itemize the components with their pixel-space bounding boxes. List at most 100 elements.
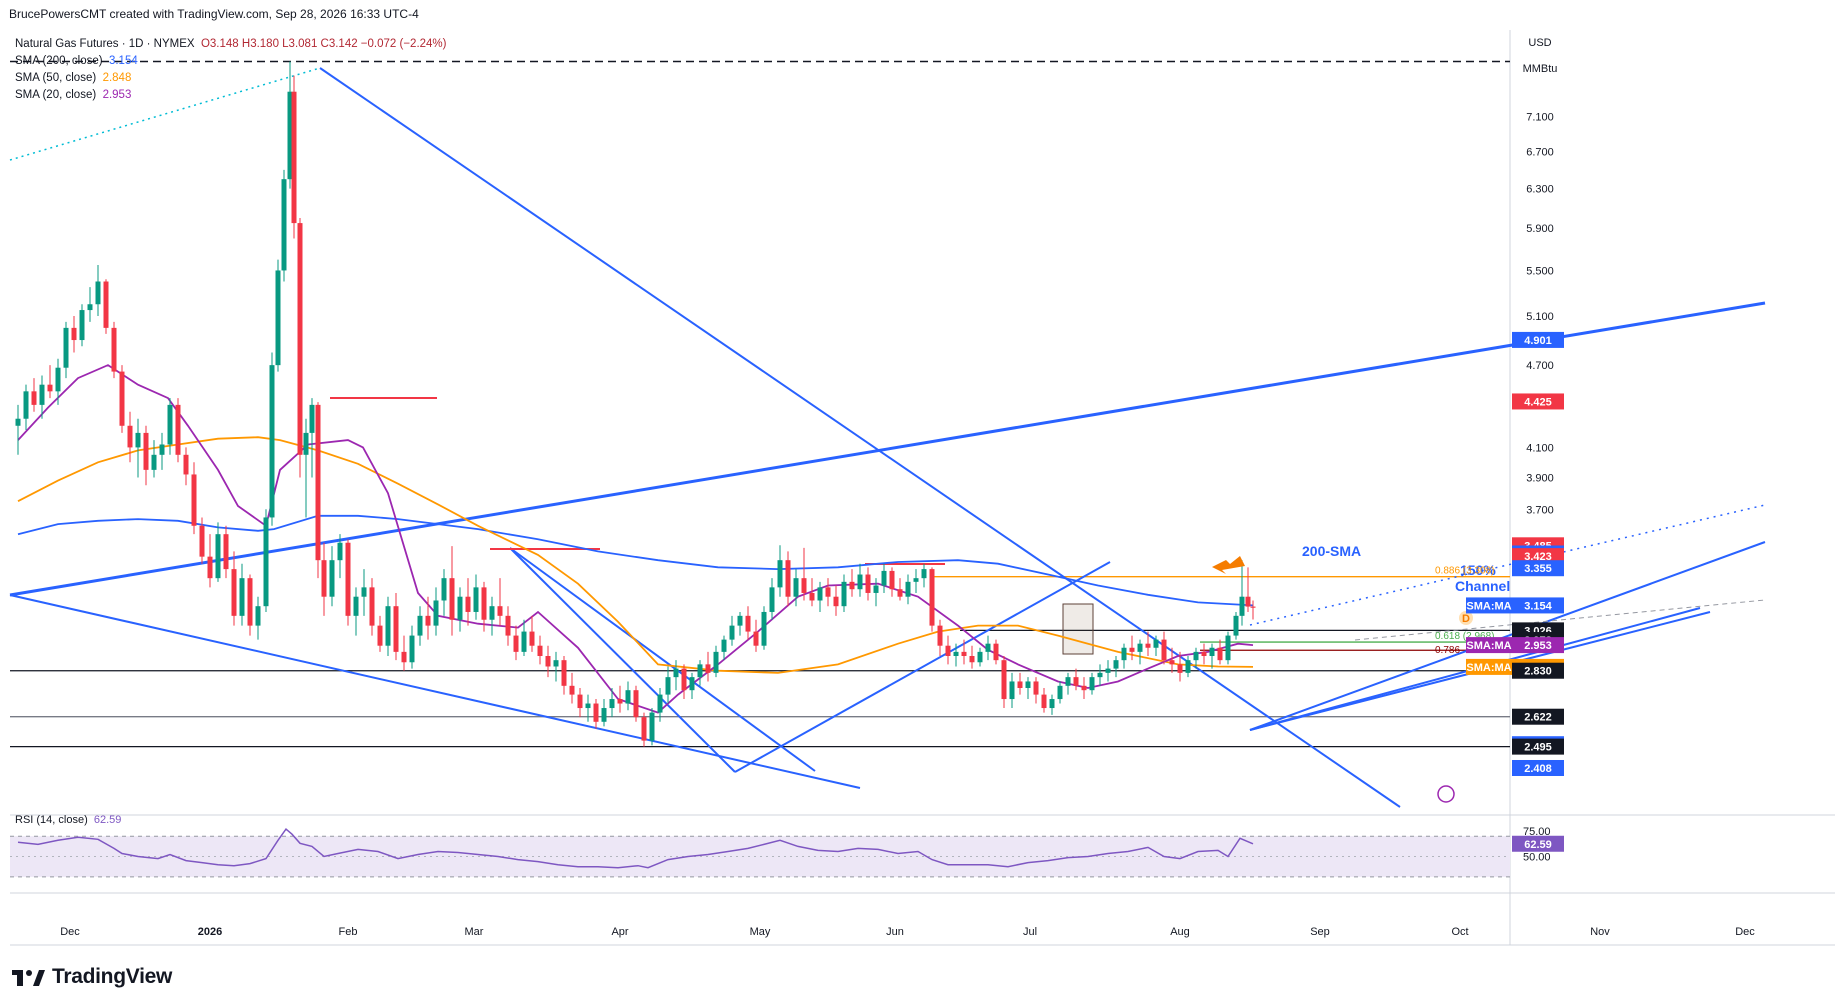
- candle-body: [1169, 660, 1175, 665]
- candle: [1065, 672, 1071, 695]
- candle: [353, 587, 359, 636]
- rsi-line: [17, 828, 1254, 869]
- candle: [361, 569, 367, 616]
- candle: [315, 402, 321, 579]
- time-tick-label: Jul: [1023, 926, 1037, 938]
- candle: [55, 358, 61, 405]
- candle: [625, 681, 631, 711]
- candle: [617, 685, 623, 713]
- candle-body: [433, 600, 439, 626]
- candle: [961, 639, 967, 665]
- candle: [291, 75, 297, 239]
- sma-line: [17, 514, 1254, 607]
- candle-body: [617, 699, 623, 704]
- candle-body: [953, 651, 959, 657]
- candle-body: [673, 668, 679, 678]
- candle-body: [291, 91, 297, 224]
- candle-body: [199, 525, 205, 557]
- price-tick-label: 5.500: [1526, 265, 1554, 277]
- candle-body: [1041, 694, 1047, 709]
- candle: [985, 635, 991, 661]
- candle: [321, 542, 327, 616]
- candle-body: [937, 625, 943, 646]
- candle-body: [31, 391, 37, 405]
- sma-line: [17, 436, 1254, 674]
- top-bar: BrucePowersCMT created with TradingView.…: [0, 0, 1835, 28]
- candle: [793, 569, 799, 607]
- candle: [777, 545, 783, 597]
- candle: [1185, 656, 1191, 678]
- candle: [31, 378, 37, 412]
- candle-body: [1025, 681, 1031, 688]
- ohlc-values: O3.148 H3.180 L3.081 C3.142 −0.072 (−2.2…: [200, 38, 447, 50]
- sma20-value: 2.953: [102, 89, 132, 101]
- tradingview-footer: TradingView: [12, 962, 172, 992]
- candle: [649, 708, 655, 746]
- candle: [1177, 651, 1183, 682]
- price-tag-label: SMA:MA: [1466, 600, 1511, 612]
- candle-body: [1209, 647, 1215, 657]
- axes: USD MMBtu 7.100 6.700 6.300 5.900 5.500 5.100 4.…: [60, 37, 1755, 938]
- candle: [191, 462, 197, 535]
- channel-annotation-line1: 150%: [1460, 562, 1496, 578]
- legend-sma50-row[interactable]: SMA (50, close) 2.848: [15, 70, 446, 87]
- candle: [47, 365, 53, 399]
- candle: [151, 440, 157, 478]
- candle: [585, 694, 591, 722]
- candle: [857, 563, 863, 597]
- channel-top-line: [1249, 541, 1766, 731]
- candle-body: [1073, 677, 1079, 686]
- candle: [223, 525, 229, 579]
- candle: [905, 574, 911, 605]
- price-tag-bg: [1512, 708, 1564, 725]
- candle: [1121, 643, 1127, 669]
- candle-body: [231, 569, 237, 616]
- candle: [1233, 611, 1239, 640]
- price-tick-label: 4.700: [1526, 360, 1554, 372]
- candle: [929, 567, 935, 632]
- chart-panes: [10, 30, 1835, 946]
- candle: [1073, 668, 1079, 691]
- candle: [601, 699, 607, 727]
- time-tick-label: 2026: [198, 926, 222, 938]
- rsi-legend[interactable]: RSI (14, close) 62.59: [15, 814, 121, 826]
- candle-body: [897, 589, 903, 597]
- legend-sma20-row[interactable]: SMA (20, close) 2.953: [15, 87, 446, 104]
- candle-body: [681, 668, 687, 691]
- candle-body: [889, 570, 895, 590]
- legend-sma200-row[interactable]: SMA (200, close) 3.154: [15, 53, 446, 70]
- candle-body: [1121, 647, 1127, 661]
- candle-body: [481, 587, 487, 620]
- candle: [207, 534, 213, 588]
- candle-body: [329, 560, 335, 597]
- candle-body: [1105, 668, 1111, 673]
- candle-body: [151, 454, 157, 470]
- candle-body: [71, 327, 77, 341]
- candle-body: [921, 569, 927, 579]
- candle: [729, 615, 735, 646]
- price-tags: 4.9014.4253.4853.4383.4233.355SMA:MA3.15…: [1466, 331, 1564, 776]
- price-tag-label: SMA:MA: [1466, 640, 1511, 652]
- candle: [15, 404, 21, 455]
- candle-body: [281, 179, 287, 271]
- candle: [937, 619, 943, 657]
- candle: [569, 672, 575, 704]
- price-tick-label: 4.100: [1526, 442, 1554, 454]
- candle-body: [315, 404, 321, 561]
- sma200-value: 3.154: [108, 55, 138, 67]
- candle-body: [817, 587, 823, 601]
- candle-body: [263, 517, 269, 607]
- rsi-tag-bg: [1512, 835, 1564, 852]
- candle: [673, 660, 679, 691]
- currency-label: USD: [1528, 37, 1551, 49]
- candle-body: [1193, 651, 1199, 661]
- candle: [255, 596, 261, 640]
- fib-618-label: 0.618 (2.968): [1435, 631, 1495, 642]
- candle-body: [537, 645, 543, 657]
- candle-body: [1239, 596, 1245, 616]
- candle: [817, 581, 823, 612]
- time-tick-label: Sep: [1310, 926, 1330, 938]
- candle: [1089, 672, 1095, 695]
- candle: [457, 587, 463, 632]
